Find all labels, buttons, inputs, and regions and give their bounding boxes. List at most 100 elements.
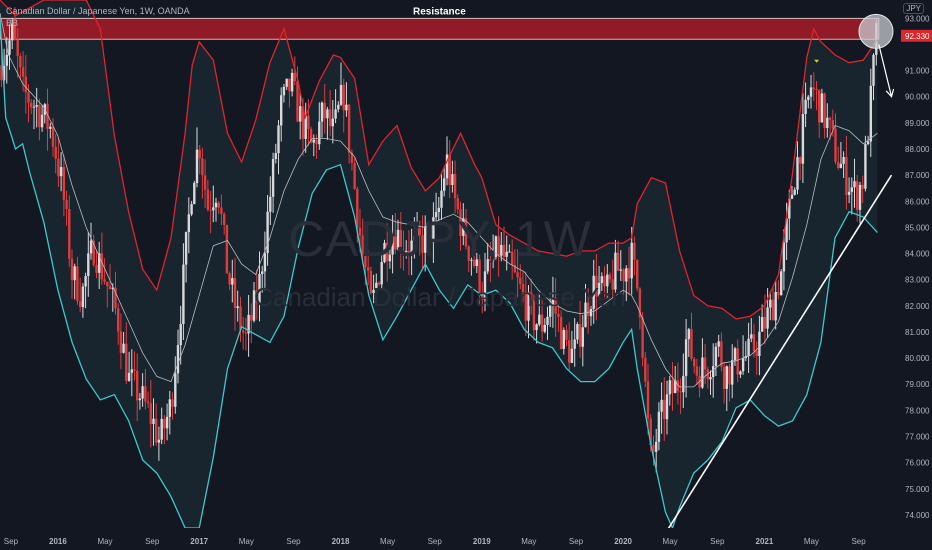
candle-body bbox=[589, 309, 593, 317]
candle-body bbox=[538, 314, 541, 325]
candle-body bbox=[347, 104, 351, 153]
candle-body bbox=[146, 401, 150, 404]
candle-body bbox=[364, 254, 367, 267]
candle-body bbox=[437, 207, 440, 212]
candle-body bbox=[801, 114, 805, 164]
candle-body bbox=[413, 236, 416, 241]
y-tick-label: 89.000 bbox=[905, 119, 930, 128]
y-tick-label: 91.000 bbox=[905, 67, 930, 76]
x-tick-label: 2021 bbox=[756, 537, 774, 546]
candle-body bbox=[337, 104, 340, 110]
candle-body bbox=[195, 149, 199, 183]
candle-body bbox=[95, 265, 98, 273]
candle-body bbox=[394, 236, 397, 250]
candle-body bbox=[834, 128, 837, 163]
candle-body bbox=[223, 213, 226, 225]
candle-body bbox=[483, 271, 487, 300]
candle-body bbox=[231, 278, 234, 285]
candle-body bbox=[163, 418, 166, 429]
candle-body bbox=[212, 207, 215, 211]
candle-body bbox=[280, 95, 283, 126]
candle-body bbox=[769, 299, 772, 308]
candle-body bbox=[665, 394, 669, 420]
candle-body bbox=[345, 104, 348, 111]
bollinger-lower-line bbox=[0, 18, 878, 528]
candle-body bbox=[269, 196, 272, 212]
candle-body bbox=[652, 445, 655, 452]
candle-body bbox=[206, 189, 210, 210]
x-tick-label: Sep bbox=[710, 537, 725, 546]
candle-body bbox=[872, 54, 875, 86]
y-tick-label: 77.000 bbox=[905, 433, 930, 442]
candle-body bbox=[136, 370, 139, 401]
current-price-tag bbox=[901, 29, 932, 42]
y-tick-label: 87.000 bbox=[905, 171, 930, 180]
candle-body bbox=[600, 276, 603, 283]
x-tick-label: May bbox=[521, 537, 536, 546]
candle-body bbox=[201, 158, 204, 176]
candle-body bbox=[130, 369, 133, 373]
candle-body bbox=[557, 313, 560, 317]
candle-body bbox=[869, 85, 872, 142]
candle-body bbox=[282, 86, 286, 96]
candle-body bbox=[530, 292, 533, 301]
x-tick-label: May bbox=[239, 537, 254, 546]
x-tick-label: 2017 bbox=[190, 537, 208, 546]
candle-body bbox=[489, 259, 492, 262]
resistance-label: Resistance bbox=[413, 6, 466, 17]
candle-body bbox=[301, 106, 305, 139]
candle-body bbox=[309, 129, 313, 143]
candle-body bbox=[660, 399, 663, 412]
currency-badge[interactable]: JPY bbox=[903, 3, 924, 14]
watermark-name: Canadian Dollar / Japanese Yen bbox=[254, 282, 626, 312]
candle-body bbox=[299, 106, 302, 122]
plot-area bbox=[0, 0, 893, 528]
projection-arrow-head bbox=[885, 88, 895, 98]
candle-body bbox=[502, 244, 506, 257]
candle-body bbox=[331, 118, 334, 127]
candle-body bbox=[641, 317, 644, 358]
symbol-legend[interactable]: Canadian Dollar / Japanese Yen, 1W, OAND… bbox=[6, 6, 190, 16]
candle-body bbox=[747, 338, 750, 356]
y-tick-label: 85.000 bbox=[905, 223, 930, 232]
y-tick-label: 93.000 bbox=[905, 14, 930, 23]
candle-body bbox=[481, 295, 484, 300]
candle-body bbox=[24, 76, 27, 93]
candle-body bbox=[290, 72, 294, 92]
candle-body bbox=[456, 198, 459, 210]
candle-body bbox=[682, 375, 685, 393]
candle-body bbox=[701, 357, 704, 388]
candle-body bbox=[356, 188, 359, 228]
candle-body bbox=[21, 67, 25, 77]
candle-body bbox=[141, 386, 144, 399]
candle-body bbox=[549, 305, 552, 317]
candle-body bbox=[334, 109, 337, 119]
indicator-legend[interactable]: BB bbox=[6, 18, 19, 28]
candle-body bbox=[500, 244, 503, 256]
x-tick-label: 2020 bbox=[614, 537, 632, 546]
candle-body bbox=[293, 72, 296, 82]
candle-body bbox=[133, 369, 136, 371]
y-tick-label: 84.000 bbox=[905, 250, 930, 259]
candle-body bbox=[462, 218, 465, 236]
candle-body bbox=[741, 358, 745, 372]
candle-body bbox=[144, 386, 147, 402]
candle-body bbox=[103, 279, 106, 282]
candle-body bbox=[524, 292, 527, 321]
y-tick-label: 90.000 bbox=[905, 93, 930, 102]
candle-body bbox=[277, 125, 280, 154]
candle-body bbox=[581, 327, 584, 347]
candle-body bbox=[242, 330, 245, 333]
candle-body bbox=[472, 259, 476, 266]
x-tick-label: Sep bbox=[286, 537, 301, 546]
candle-body bbox=[494, 236, 498, 258]
candle-body bbox=[125, 343, 128, 381]
bollinger-basis-line bbox=[0, 13, 878, 388]
candle-body bbox=[239, 306, 242, 331]
candle-body bbox=[81, 286, 85, 308]
y-tick-label: 82.000 bbox=[905, 302, 930, 311]
candle-body bbox=[540, 314, 544, 332]
candle-body bbox=[361, 235, 364, 255]
candle-body bbox=[339, 84, 343, 105]
